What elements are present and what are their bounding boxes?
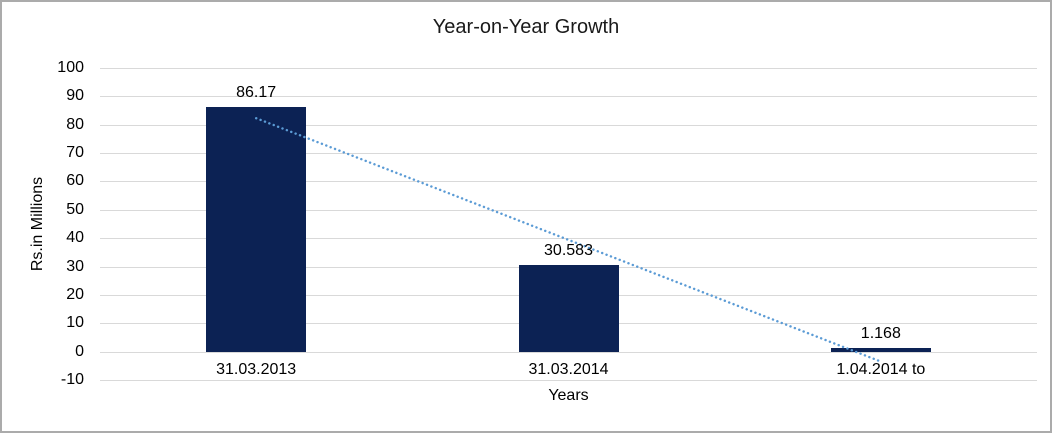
category-label: 31.03.2013 — [216, 360, 297, 378]
y-tick-label: 80 — [66, 115, 84, 133]
gridline — [100, 96, 1037, 98]
gridline — [100, 68, 1037, 69]
plot-area: 86.17 31.03.2013 30.583 31.03.2014 1.168 1.04… — [100, 68, 1037, 381]
trendline — [254, 117, 883, 363]
y-tick-label: 70 — [66, 144, 84, 162]
y-axis-tick-labels: 100 90 80 70 60 50 40 30 20 10 0 -10 — [2, 59, 92, 388]
bar-value-label: 30.583 — [544, 241, 593, 259]
bar — [518, 264, 619, 352]
chart-title: Year-on-Year Growth — [432, 16, 620, 38]
y-tick-label: 20 — [66, 285, 84, 303]
gridline — [100, 238, 1037, 240]
gridline — [100, 380, 1037, 381]
y-tick-label: 0 — [75, 342, 84, 360]
y-tick-label: 10 — [66, 314, 84, 332]
bar-value-label: 1.168 — [860, 325, 901, 343]
category-label: 1.04.2014 to — [836, 360, 926, 378]
bar — [830, 348, 931, 352]
bar-value-label: 86.17 — [236, 84, 277, 102]
y-tick-label: 50 — [66, 200, 84, 218]
gridline — [100, 209, 1037, 211]
y-tick-label: -10 — [60, 371, 84, 388]
x-axis-title: Years — [548, 387, 589, 404]
gridline — [100, 153, 1037, 155]
y-tick-label: 60 — [66, 172, 84, 190]
y-tick-label: 90 — [66, 87, 84, 105]
gridline — [100, 181, 1037, 183]
y-tick-label: 100 — [57, 59, 84, 76]
y-tick-label: 30 — [66, 257, 84, 275]
gridline — [100, 124, 1037, 126]
trendline-path — [254, 117, 883, 363]
bar — [206, 107, 307, 352]
category-label: 31.03.2014 — [528, 360, 609, 378]
gridline — [100, 351, 1037, 353]
y-tick-label: 40 — [66, 229, 84, 247]
